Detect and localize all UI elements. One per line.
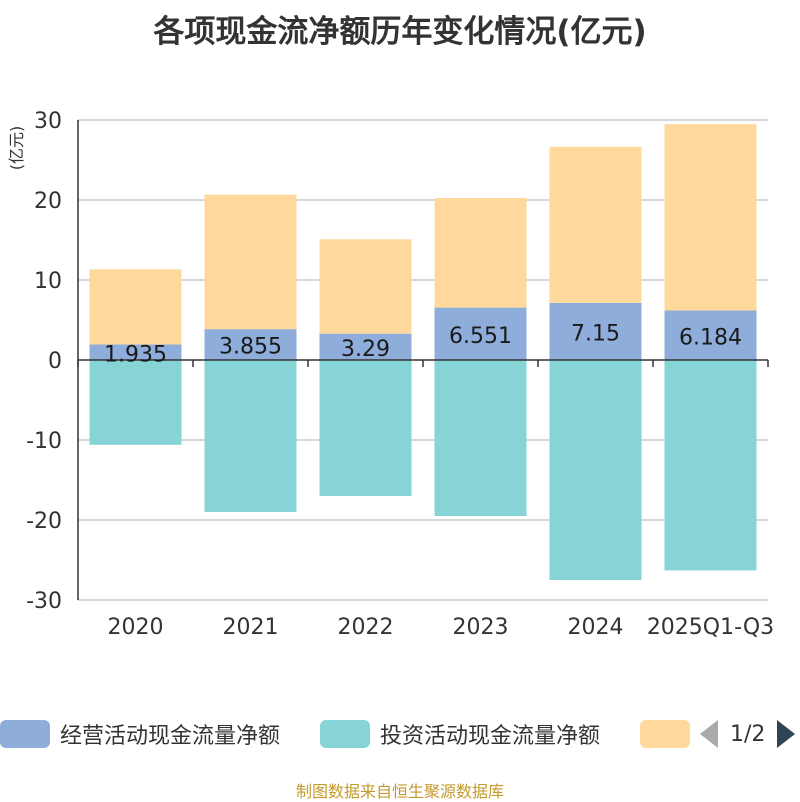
- source-note: 制图数据来自恒生聚源数据库: [295, 782, 504, 801]
- data-label: 6.551: [449, 324, 512, 349]
- data-label: 3.855: [219, 335, 282, 360]
- bar-operating-2021: [204, 329, 297, 360]
- x-tick-label: 2021: [223, 615, 279, 640]
- bar-investing-2022: [319, 360, 412, 496]
- data-label: 7.15: [571, 321, 620, 346]
- legend-swatch-investing: [320, 720, 370, 748]
- bar-operating-2023: [434, 307, 527, 360]
- legend: 经营活动现金流量净额 投资活动现金流量净额 1/2: [0, 716, 800, 756]
- y-tick-label: -20: [26, 509, 62, 534]
- chart-title: 各项现金流净额历年变化情况(亿元): [153, 14, 647, 50]
- data-label: 1.935: [104, 342, 167, 367]
- bar-operating-2020: [89, 344, 182, 360]
- bar-investing-2024: [549, 360, 642, 580]
- bar-third-2021: [204, 194, 297, 330]
- legend-item-investing[interactable]: 投资活动现金流量净额: [320, 716, 600, 752]
- bar-third-2024: [549, 146, 642, 303]
- x-tick-label: 2024: [568, 615, 624, 640]
- y-tick-label: -30: [26, 589, 62, 614]
- x-tick-label: 2023: [453, 615, 509, 640]
- y-tick-label: 10: [34, 269, 62, 294]
- bar-operating-2025Q1-Q3: [664, 310, 757, 360]
- bar-investing-2023: [434, 360, 527, 516]
- legend-item-third[interactable]: [640, 716, 690, 752]
- axes: 30 20 10 0 -10 -20 -30 2020 2021 2022 2023 2024 2025…: [26, 109, 774, 640]
- legend-item-operating[interactable]: 经营活动现金流量净额: [0, 716, 280, 752]
- y-unit-label: (亿元): [7, 126, 26, 171]
- data-label: 6.184: [679, 325, 742, 350]
- bar-investing-2021: [204, 360, 297, 512]
- bars: [89, 124, 757, 580]
- y-tick-label: 30: [34, 109, 62, 134]
- y-tick-label: 0: [48, 349, 62, 374]
- x-tick-label: 2020: [108, 615, 164, 640]
- legend-swatch-operating: [0, 720, 50, 748]
- legend-pager: 1/2: [700, 716, 796, 752]
- bar-third-2023: [434, 197, 527, 308]
- legend-page-indicator: 1/2: [730, 721, 766, 747]
- legend-swatch-third: [640, 720, 690, 748]
- data-labels: 1.935 3.855 3.29 6.551 7.15 6.184: [104, 321, 742, 367]
- chevron-left-icon[interactable]: [700, 720, 718, 748]
- bar-operating-2022: [319, 333, 412, 360]
- bar-investing-2025Q1-Q3: [664, 360, 757, 571]
- gridlines: [78, 119, 768, 601]
- chart-plot: (亿元) 30 20 10 0 -10 -20 -30 2020 2021 2022 2023 202…: [7, 109, 774, 640]
- bar-third-2020: [89, 269, 182, 345]
- legend-label-operating: 经营活动现金流量净额: [60, 724, 281, 749]
- legend-label-investing: 投资活动现金流量净额: [380, 724, 601, 749]
- data-label: 3.29: [341, 337, 390, 362]
- bar-operating-2024: [549, 302, 642, 360]
- x-tick-label: 2025Q1-Q3: [647, 615, 774, 640]
- bar-third-2025Q1-Q3: [664, 124, 757, 311]
- chevron-right-icon[interactable]: [777, 720, 796, 748]
- bar-investing-2020: [89, 360, 182, 445]
- y-tick-label: 20: [34, 189, 62, 214]
- bar-third-2022: [319, 239, 412, 334]
- y-tick-label: -10: [26, 429, 62, 454]
- x-tick-label: 2022: [338, 615, 394, 640]
